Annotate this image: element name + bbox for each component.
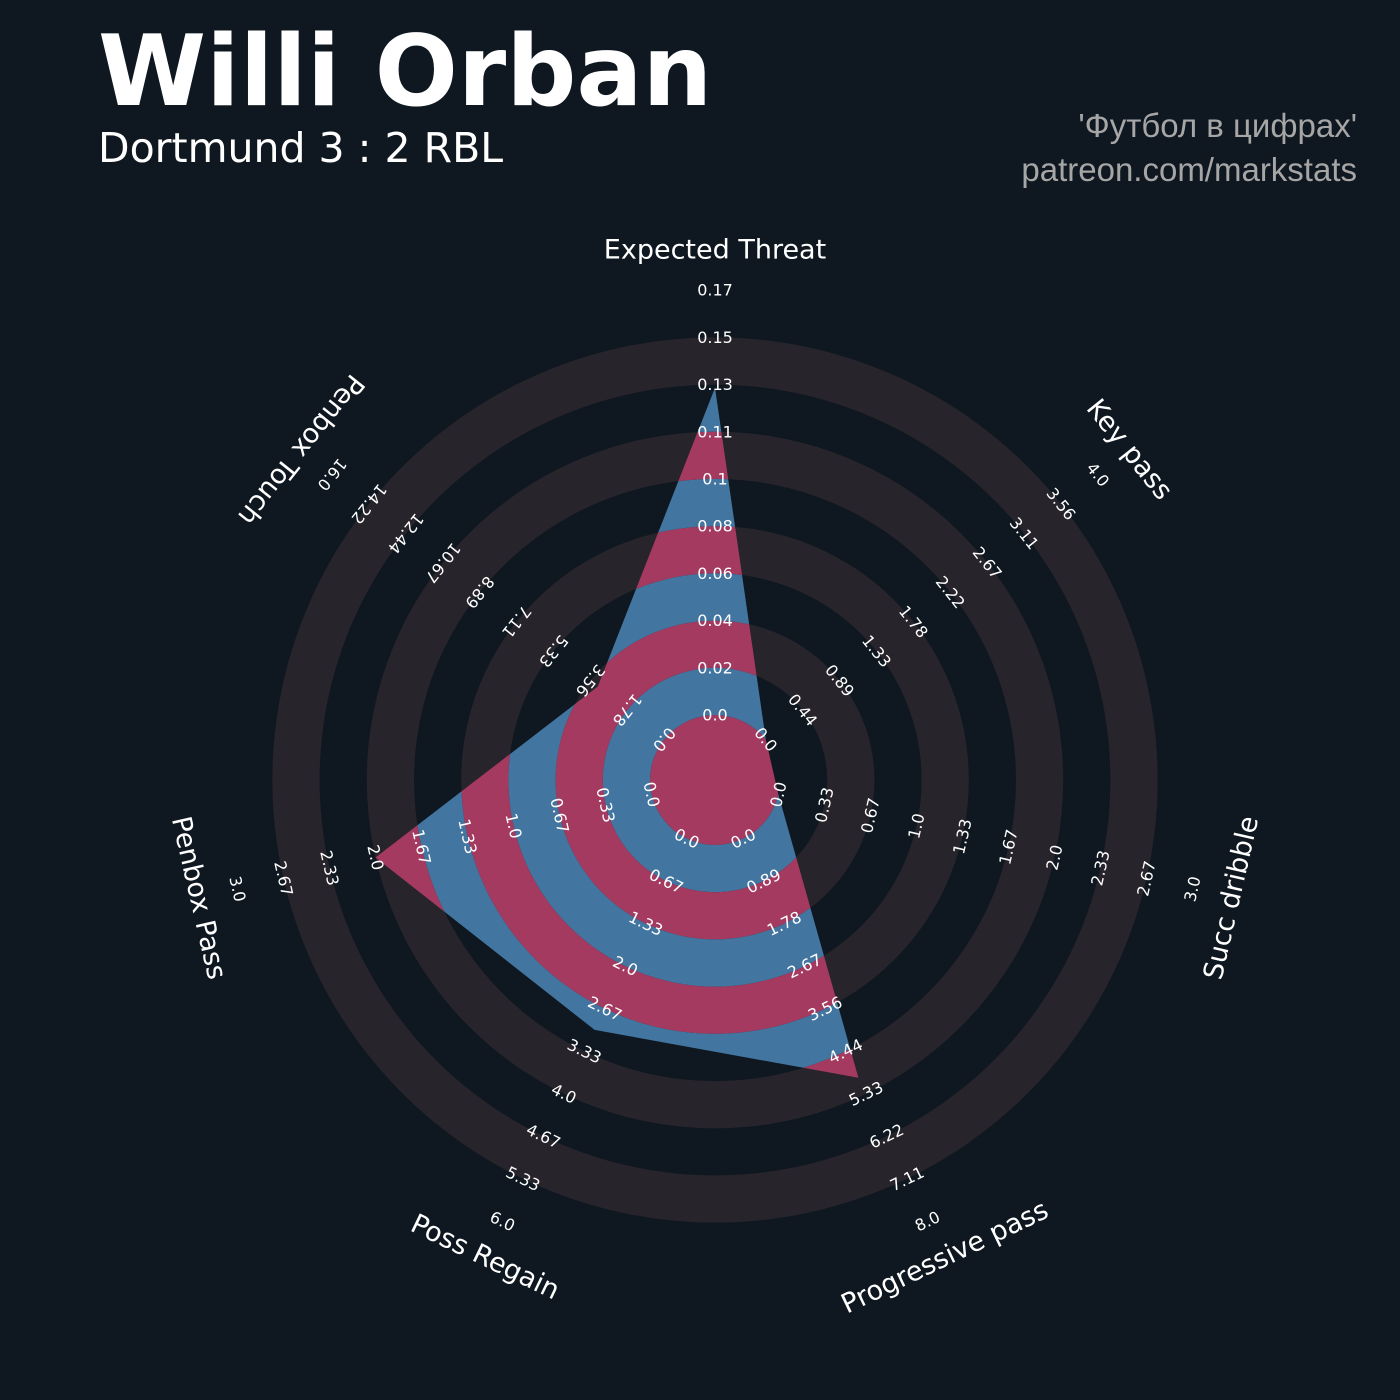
tick-label: 0.0 (702, 706, 727, 725)
tick-label: 6.0 (487, 1207, 518, 1235)
tick-label: 3.0 (225, 874, 249, 903)
tick-label: 0.06 (697, 564, 733, 583)
axis-label: Key pass (1080, 393, 1179, 506)
tick-label: 0.11 (697, 422, 733, 441)
axis-label: Penbox Pass (165, 813, 232, 982)
credit-channel-name: 'Футбол в цифрах' (1078, 107, 1357, 144)
tick-label: 8.0 (912, 1207, 943, 1235)
tick-label: 4.0 (1083, 459, 1114, 491)
tick-label: 0.04 (697, 611, 733, 630)
tick-label: 0.17 (697, 281, 733, 300)
match-score-subtitle: Dortmund 3 : 2 RBL (98, 124, 504, 172)
axis-label: Penbox Touch (231, 368, 370, 531)
tick-label: 0.13 (697, 375, 733, 394)
player-name-title: Willi Orban (98, 15, 713, 129)
tick-label: 16.0 (314, 455, 351, 495)
tick-label: 0.15 (697, 328, 733, 347)
tick-labels: 0.00.020.040.060.080.10.110.130.150.170.… (225, 281, 1204, 1236)
tick-label: 0.1 (702, 470, 727, 489)
axis-label: Expected Threat (604, 235, 826, 266)
credit-patreon-link: patreon.com/markstats (1021, 151, 1357, 188)
credits: 'Футбол в цифрах' patreon.com/markstats (1021, 104, 1357, 192)
axis-label: Succ dribble (1198, 813, 1265, 982)
tick-label: 0.02 (697, 658, 733, 677)
axis-label: Progressive pass (836, 1194, 1053, 1320)
tick-label: 3.0 (1180, 874, 1204, 903)
polygon-center-fill (650, 715, 780, 845)
axis-label: Poss Regain (406, 1208, 565, 1306)
tick-label: 0.08 (697, 517, 733, 536)
